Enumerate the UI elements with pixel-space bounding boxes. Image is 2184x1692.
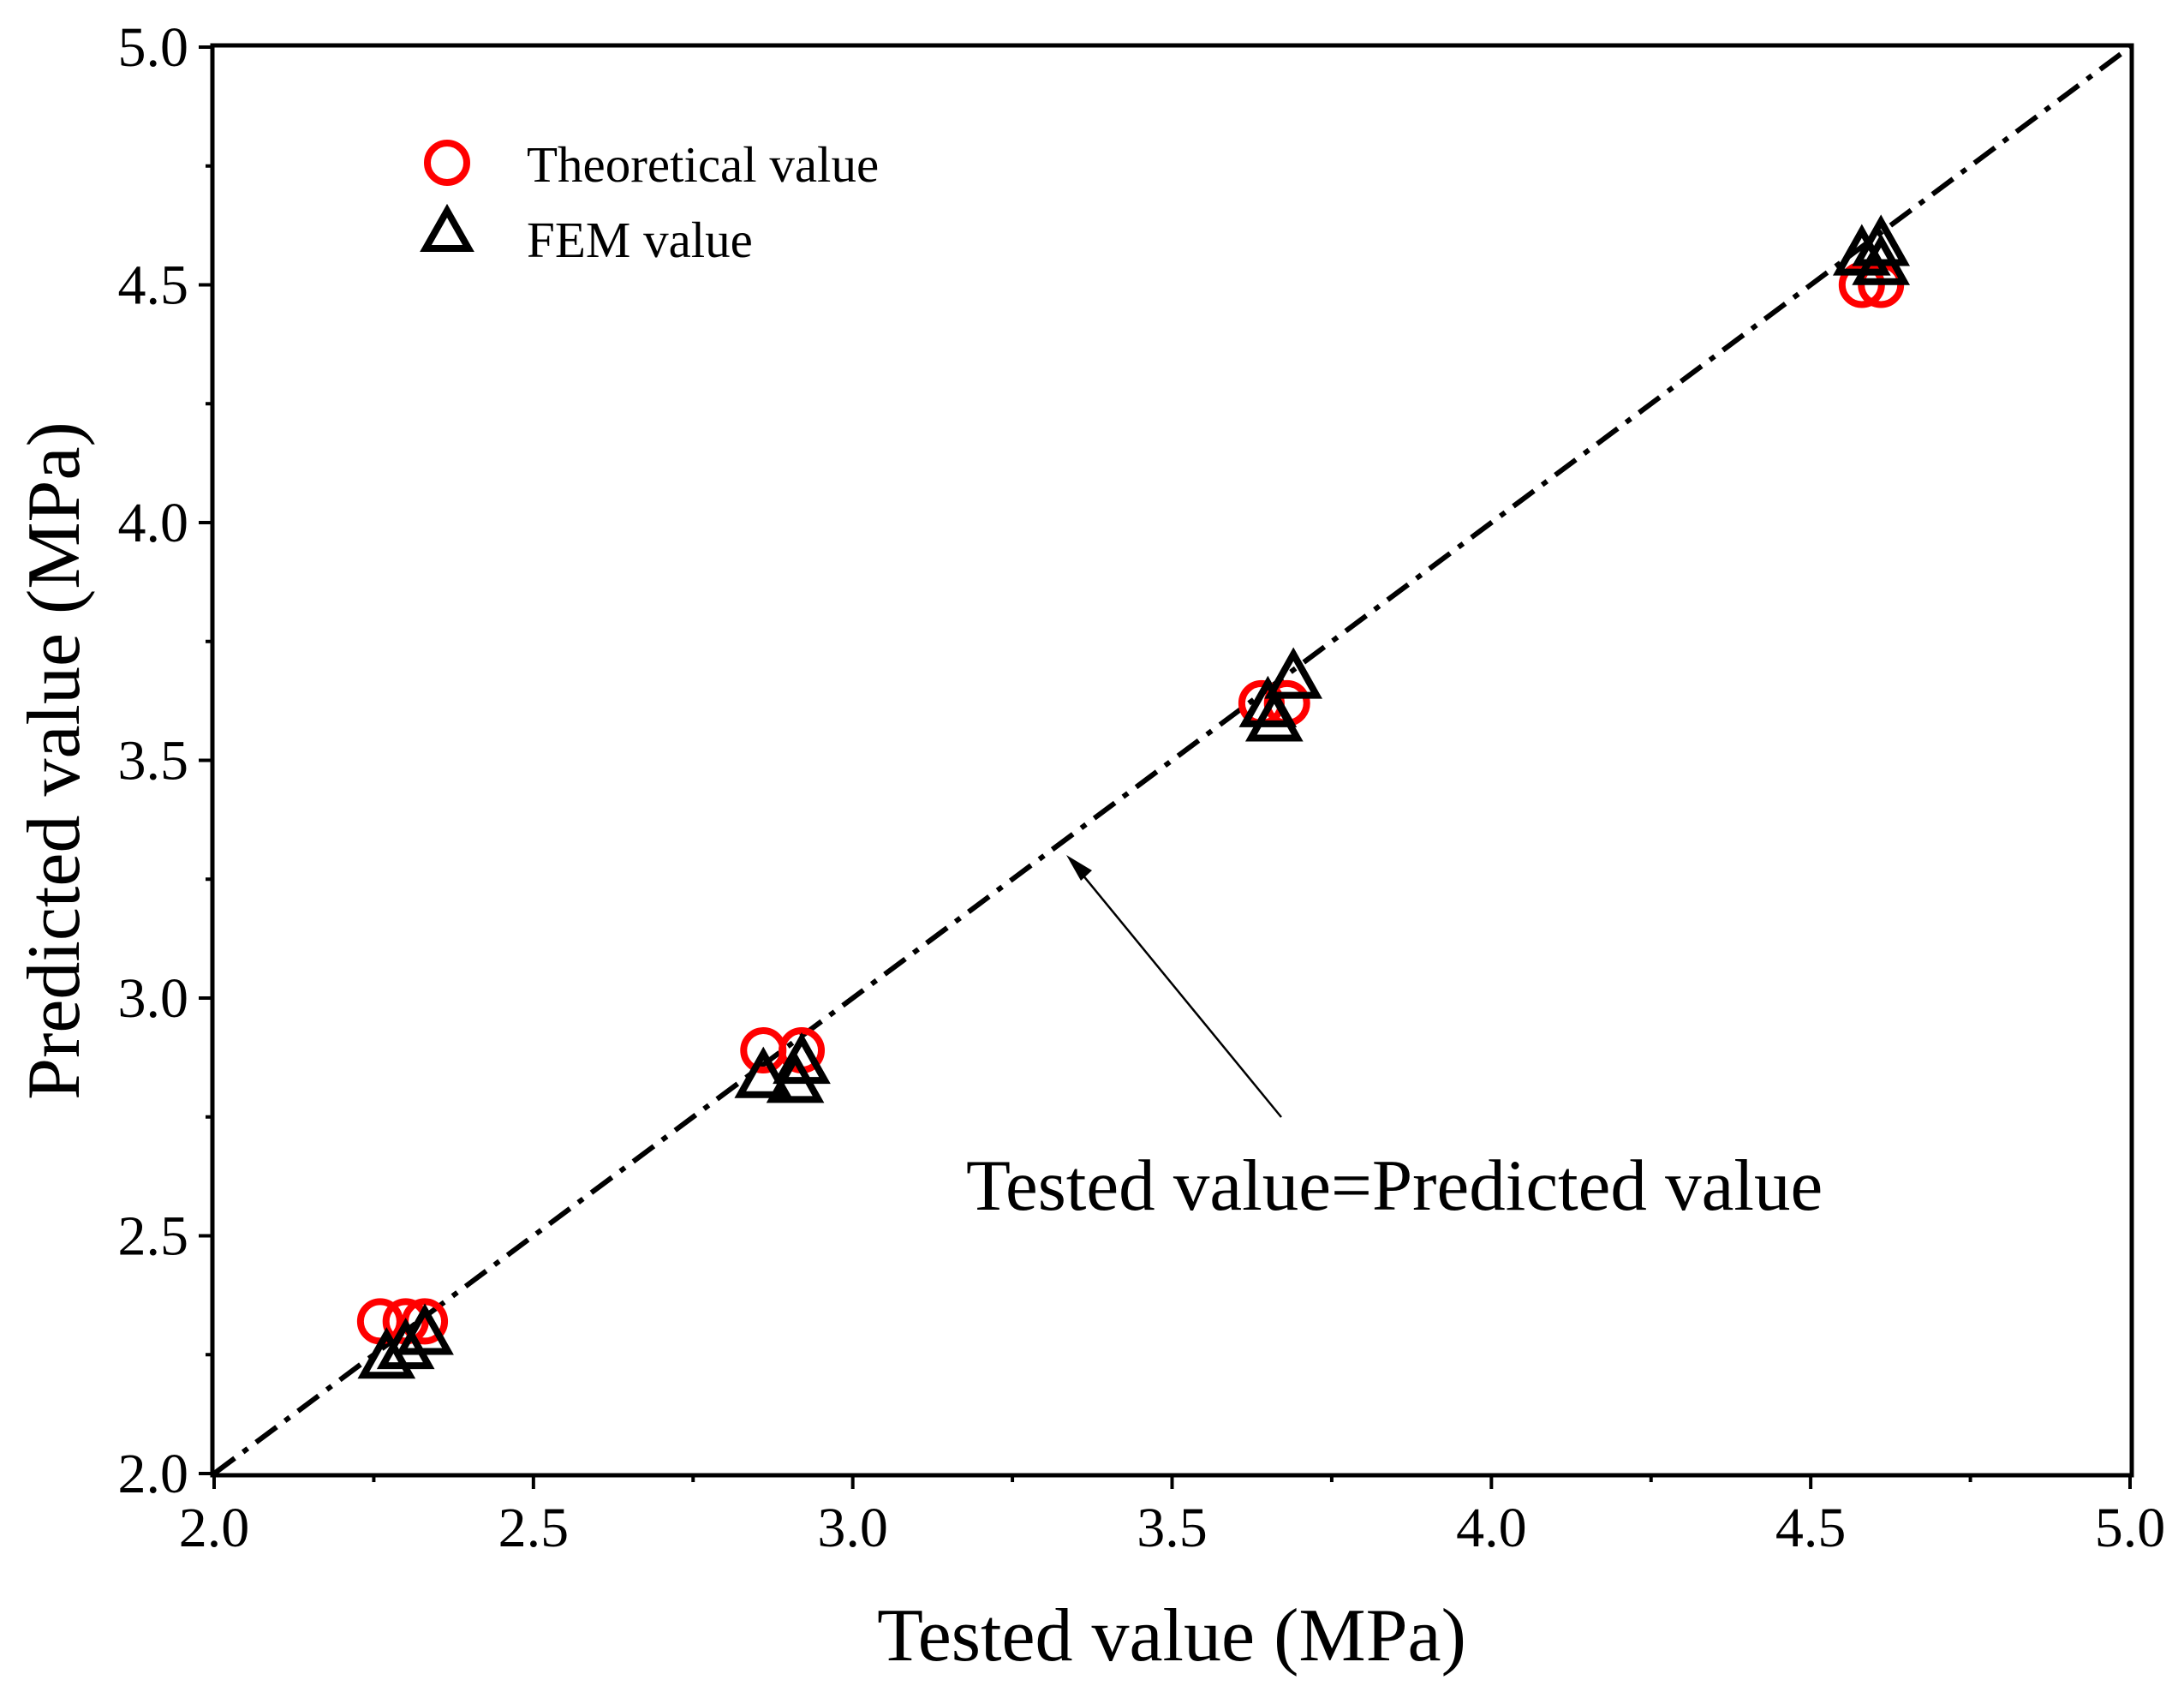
point-fem-3 [734,1046,793,1098]
y-tick-label: 2.5 [118,1205,189,1268]
x-tick-label: 2.5 [498,1497,570,1559]
annotation-group: Tested value=Predicted value [966,855,1823,1226]
annotation-arrow [1070,859,1282,1118]
y-tick-label: 3.5 [118,730,189,792]
legend-label-fem: FEM value [527,212,753,268]
reference-line-group [212,45,2132,1476]
axis-tick-labels: 2.02.0 2.5 2.5 3.0 3.0 3.5 3.5 4.0 4.0 4.5 4.5 5.0 5… [118,16,2166,1559]
legend-marker-fem [420,203,474,252]
point-fem-7 [1244,690,1304,742]
axis-ticks [199,45,2132,1489]
annotation-arrowhead [1066,855,1092,881]
y-tick-label: 4.0 [118,492,189,554]
x-tick-label: 5.0 [2095,1497,2166,1559]
y-axis-title: Predicted value (MPa) [13,422,96,1100]
x-tick-label: 3.0 [817,1497,888,1559]
legend-label-theoretical: Theoretical value [527,136,879,193]
point-fem-5 [773,1031,831,1085]
point-fem-8 [1264,647,1323,699]
legend: Theoretical value FEM value [420,136,879,268]
x-axis-title: Tested value (MPa) [877,1594,1466,1677]
y-tick-label: 5.0 [118,16,189,79]
x-tick-label: 4.0 [1456,1497,1527,1559]
annotation-text: Tested value=Predicted value [966,1145,1823,1226]
y-tick-label: 4.5 [118,254,189,317]
point-fem-10 [1852,214,1911,266]
x-tick-label: 3.5 [1137,1497,1208,1559]
point-fem-2 [396,1303,454,1355]
x-tick-label: 2.0 [179,1497,250,1559]
y-tick-label: 3.0 [118,967,189,1030]
point-fem-11 [1852,233,1911,285]
point-fem-1 [376,1317,435,1370]
legend-marker-theoretical [424,140,470,186]
data-points [356,214,1911,1379]
x-tick-label: 4.5 [1775,1497,1847,1559]
y-tick-label: 2.0 [118,1443,189,1505]
reference-line-y-equals-x [212,45,2132,1476]
